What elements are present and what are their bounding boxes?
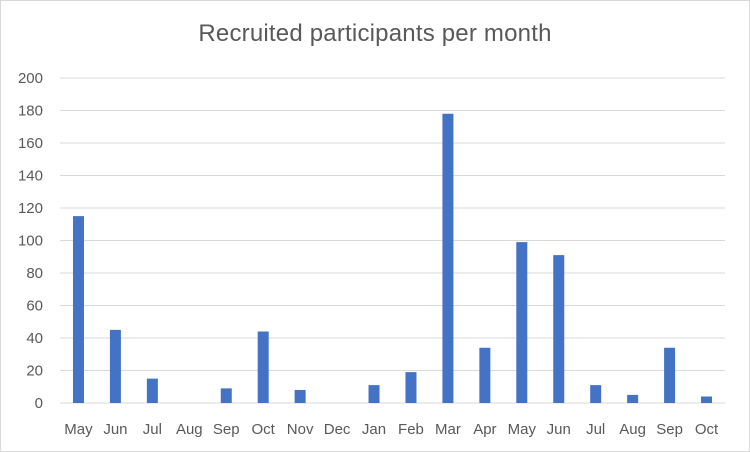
- x-tick-label: Oct: [252, 421, 276, 438]
- y-tick-label: 80: [26, 265, 43, 282]
- bar-2: [146, 378, 158, 403]
- y-tick-label: 100: [18, 233, 43, 250]
- y-tick-label: 40: [26, 330, 43, 347]
- x-tick-label: Sep: [213, 421, 240, 438]
- x-tick-label: Aug: [619, 421, 646, 438]
- y-tick-label: 20: [26, 363, 43, 380]
- bar-11: [479, 347, 491, 403]
- bar-4: [220, 388, 232, 403]
- bar-15: [627, 394, 639, 403]
- bar-8: [368, 385, 380, 403]
- x-tick-label: Oct: [695, 421, 719, 438]
- bar-12: [516, 242, 528, 403]
- x-tick-label: Nov: [287, 421, 314, 438]
- bar-17: [701, 396, 713, 403]
- x-tick-label: Jul: [586, 421, 605, 438]
- x-tick-label: Jul: [143, 421, 162, 438]
- x-tick-label: Jan: [362, 421, 386, 438]
- bar-16: [664, 347, 676, 403]
- y-tick-label: 60: [26, 298, 43, 315]
- x-tick-label: May: [508, 421, 537, 438]
- x-tick-label: Sep: [656, 421, 683, 438]
- x-tick-label: Apr: [473, 421, 496, 438]
- bars: [72, 113, 713, 403]
- x-tick-label: Jun: [103, 421, 127, 438]
- y-axis-ticks: 0 20 40 60 80 100 120 140 160 180 200: [18, 70, 43, 412]
- x-tick-label: Jun: [547, 421, 571, 438]
- bar-6: [294, 390, 306, 403]
- chart-title: Recruited participants per month: [198, 20, 552, 47]
- bar-5: [257, 331, 269, 403]
- x-tick-label: May: [64, 421, 93, 438]
- y-tick-label: 0: [35, 395, 43, 412]
- y-tick-label: 180: [18, 103, 43, 120]
- y-tick-label: 140: [18, 168, 43, 185]
- x-axis-ticks: May Jun Jul Aug Sep Oct Nov Dec Jan Feb Mar Apr May J…: [64, 421, 719, 438]
- bar-1: [109, 329, 121, 403]
- x-tick-label: Feb: [398, 421, 424, 438]
- x-tick-label: Dec: [324, 421, 351, 438]
- x-tick-label: Mar: [435, 421, 461, 438]
- bar-9: [405, 372, 417, 403]
- bar-0: [72, 216, 84, 403]
- y-tick-label: 200: [18, 70, 43, 87]
- y-tick-label: 120: [18, 200, 43, 217]
- x-tick-label: Aug: [176, 421, 203, 438]
- grid-lines: [60, 77, 725, 404]
- bar-13: [553, 255, 565, 403]
- y-tick-label: 160: [18, 135, 43, 152]
- bar-10: [442, 113, 454, 403]
- bar-14: [590, 385, 602, 403]
